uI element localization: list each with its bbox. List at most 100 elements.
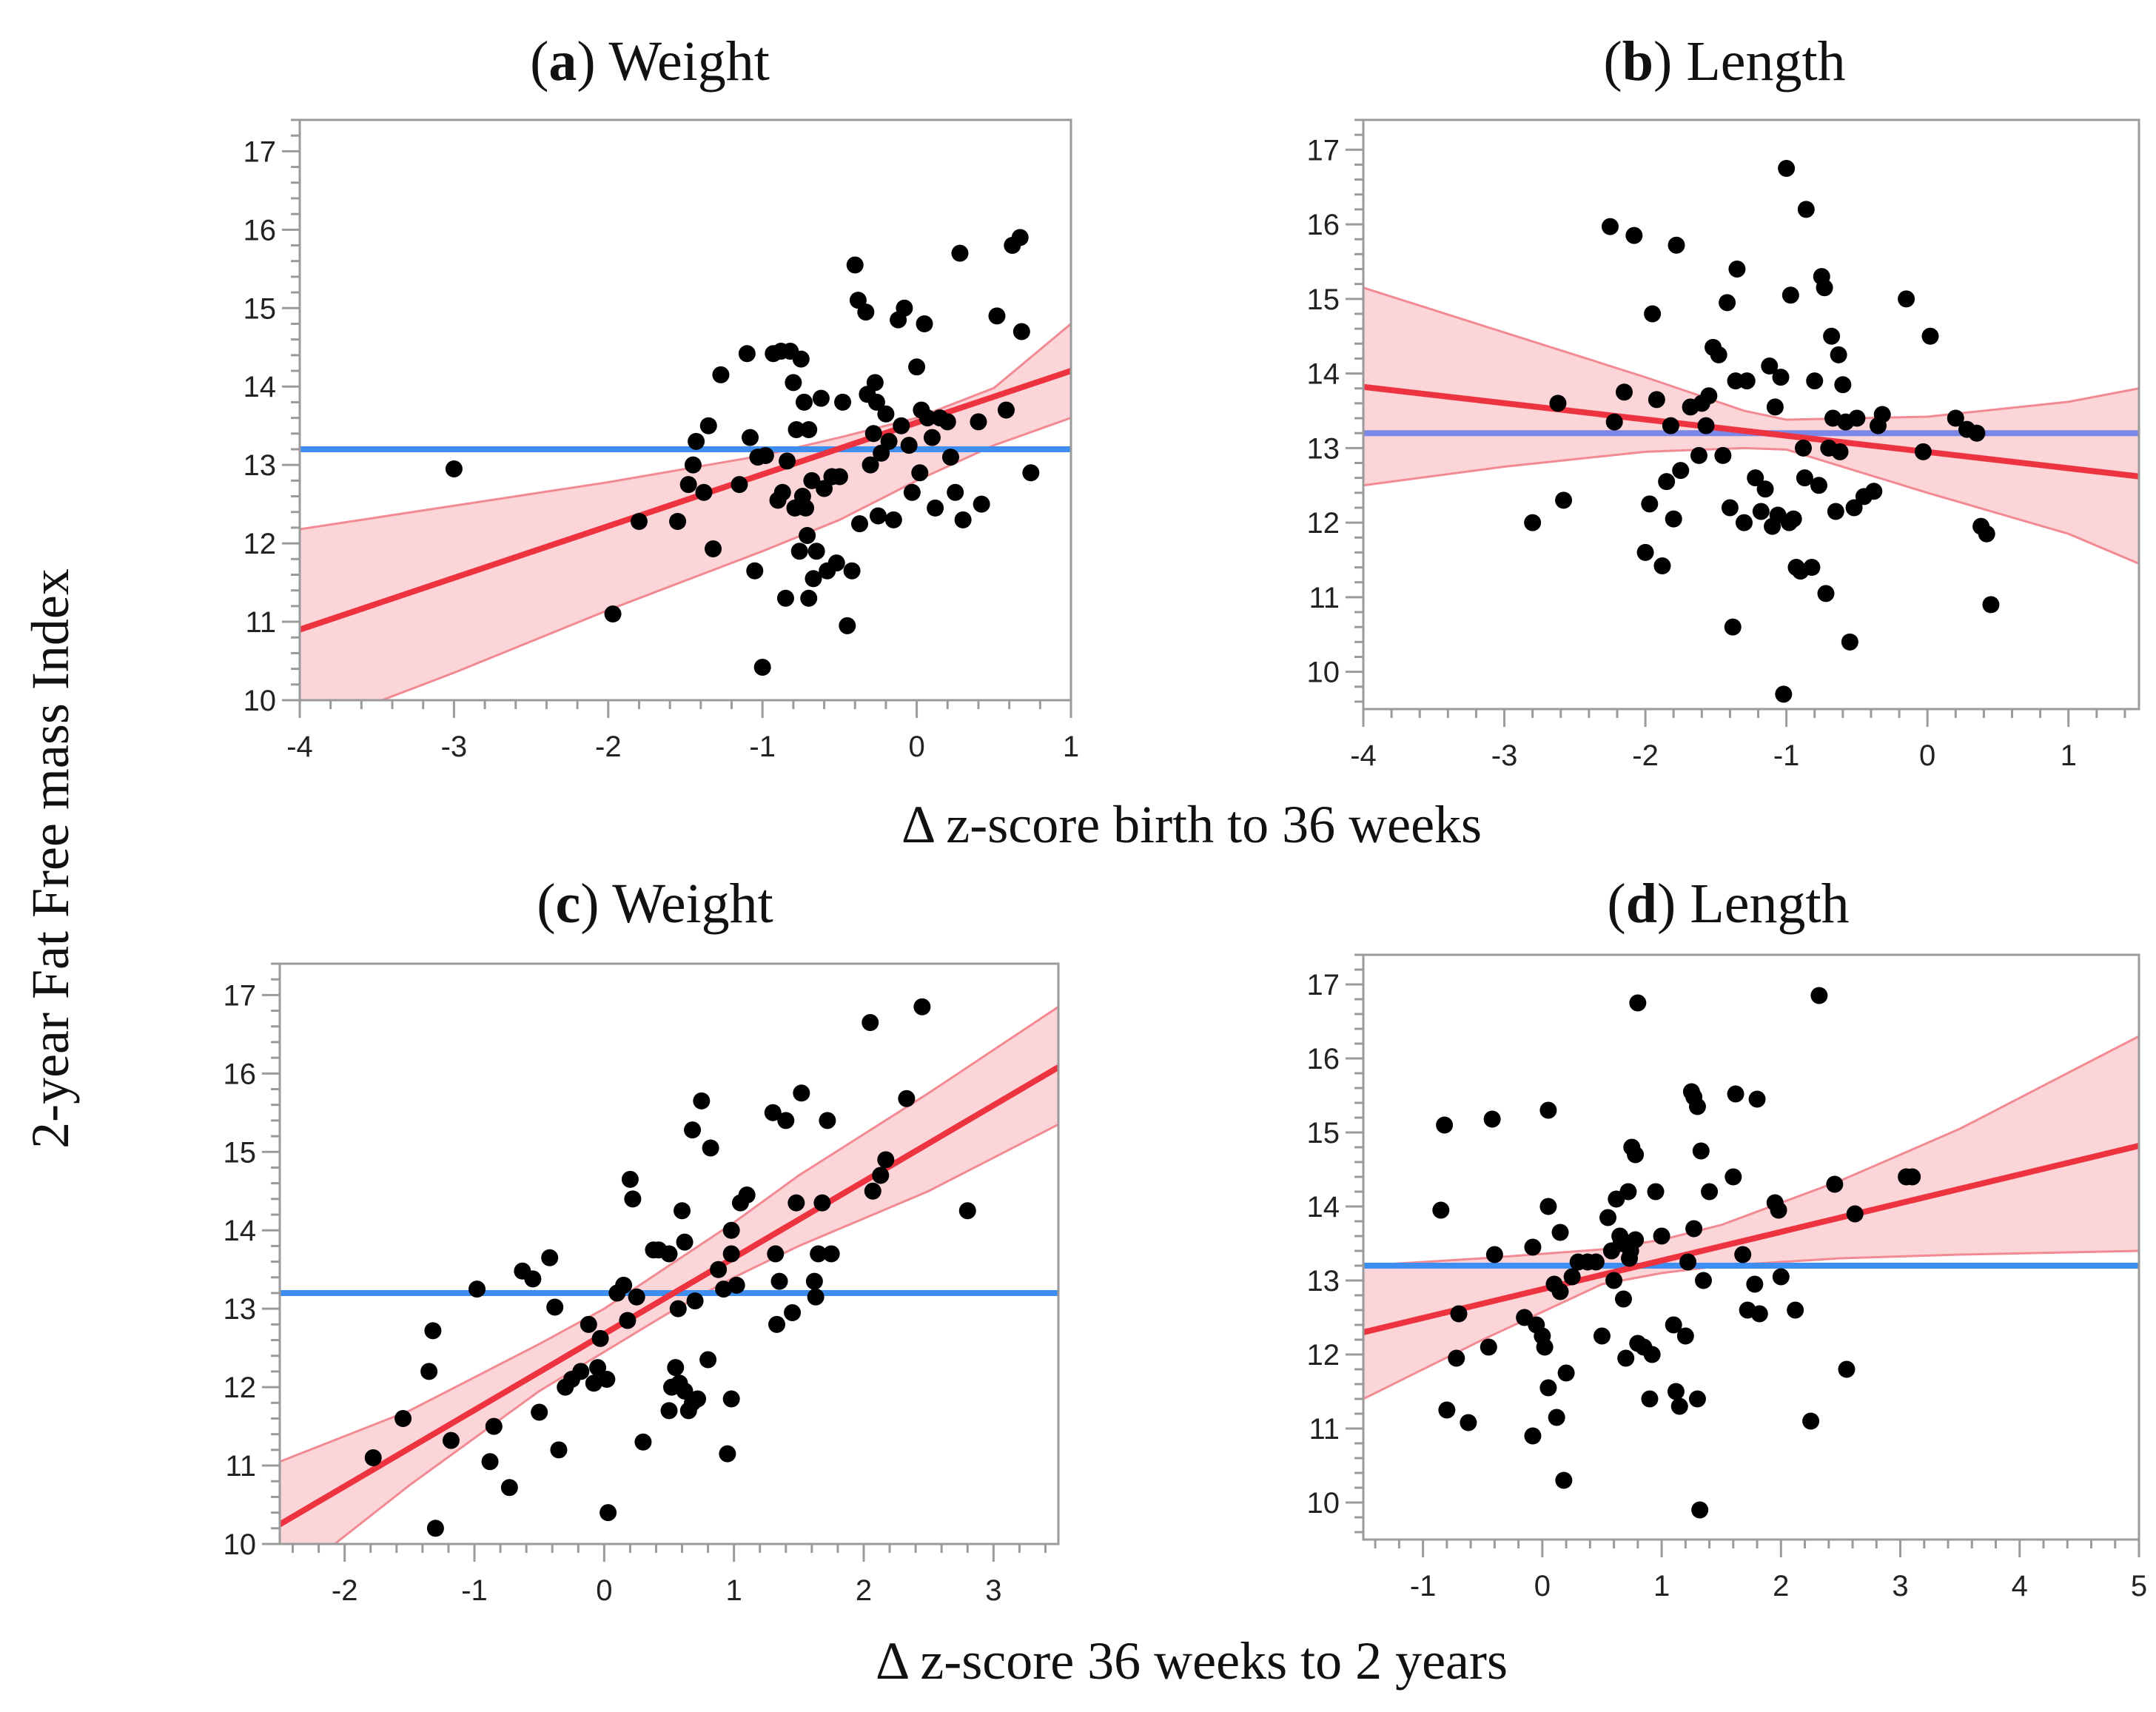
confidence-upper-line bbox=[1363, 286, 2139, 421]
data-point bbox=[722, 1390, 740, 1408]
data-point bbox=[719, 1445, 736, 1463]
data-point bbox=[728, 1276, 745, 1294]
data-point bbox=[1539, 1379, 1557, 1397]
data-point bbox=[1766, 398, 1784, 416]
y-tick-label: 16 bbox=[224, 1058, 257, 1090]
data-point bbox=[1022, 464, 1040, 482]
data-point bbox=[1653, 557, 1671, 575]
data-point bbox=[954, 511, 972, 528]
data-point bbox=[1748, 1090, 1766, 1108]
data-point bbox=[1714, 446, 1732, 464]
y-tick-label: 17 bbox=[244, 135, 277, 168]
y-tick-label: 11 bbox=[1309, 582, 1340, 614]
data-point bbox=[1725, 1168, 1742, 1186]
data-point bbox=[900, 437, 918, 454]
data-point bbox=[1747, 469, 1764, 487]
x-tick-label: 0 bbox=[1919, 739, 1935, 772]
data-point bbox=[857, 303, 875, 321]
y-tick-label: 16 bbox=[1307, 209, 1340, 241]
y-tick-label: 15 bbox=[1307, 1117, 1340, 1149]
data-point bbox=[846, 256, 864, 274]
data-point bbox=[485, 1417, 503, 1435]
data-point bbox=[615, 1276, 633, 1294]
data-point bbox=[634, 1433, 652, 1451]
data-point bbox=[621, 1170, 639, 1188]
data-point bbox=[756, 446, 774, 464]
data-point bbox=[919, 409, 936, 427]
data-point bbox=[1778, 159, 1796, 177]
data-point bbox=[830, 468, 848, 486]
data-point bbox=[973, 495, 990, 513]
data-point bbox=[1587, 1253, 1605, 1271]
data-point bbox=[442, 1431, 460, 1449]
data-point bbox=[746, 562, 764, 580]
data-point bbox=[947, 483, 964, 501]
data-point bbox=[580, 1315, 597, 1333]
data-point bbox=[1830, 346, 1847, 363]
data-point bbox=[1670, 1397, 1688, 1415]
data-point bbox=[867, 393, 885, 411]
data-point bbox=[1728, 261, 1746, 278]
data-point bbox=[896, 299, 913, 317]
data-point bbox=[604, 605, 622, 622]
data-point bbox=[807, 1288, 825, 1306]
data-point bbox=[1653, 1227, 1670, 1245]
data-point bbox=[1738, 372, 1756, 390]
data-point bbox=[1873, 406, 1891, 423]
data-point bbox=[1810, 477, 1827, 494]
data-point bbox=[864, 425, 882, 443]
data-point bbox=[1710, 346, 1727, 363]
data-point bbox=[1796, 469, 1813, 487]
data-point bbox=[864, 1182, 881, 1200]
data-point bbox=[669, 512, 687, 530]
data-point bbox=[795, 393, 813, 411]
data-point bbox=[1548, 1409, 1565, 1426]
data-point bbox=[702, 1139, 719, 1157]
y-tick-label: 15 bbox=[1307, 283, 1340, 316]
data-point bbox=[1549, 395, 1567, 412]
data-point bbox=[1826, 1175, 1844, 1193]
data-point bbox=[1619, 1183, 1637, 1201]
data-point bbox=[722, 1221, 740, 1239]
data-point bbox=[787, 420, 805, 438]
data-point bbox=[916, 315, 933, 332]
data-point bbox=[862, 456, 879, 474]
data-point bbox=[753, 659, 771, 677]
data-point bbox=[1770, 1201, 1787, 1219]
data-point bbox=[911, 464, 929, 482]
confidence-band bbox=[1363, 287, 2139, 564]
x-tick-label: -3 bbox=[1491, 739, 1518, 772]
x-tick-label: -1 bbox=[1773, 739, 1800, 772]
data-point bbox=[1012, 323, 1030, 340]
data-point bbox=[364, 1449, 382, 1466]
data-point bbox=[1460, 1414, 1477, 1431]
data-point bbox=[1752, 503, 1770, 520]
data-point bbox=[1690, 446, 1707, 464]
x-tick-label: 2 bbox=[1773, 1570, 1789, 1602]
data-point bbox=[923, 429, 941, 446]
panel-a-weight-birth-36wk: 10 11 12 13 14 15 16 17 -4 -3 -2 -1 0 1 bbox=[244, 118, 1079, 763]
data-point bbox=[1898, 290, 1915, 308]
data-point bbox=[1685, 1220, 1703, 1238]
plot-frame bbox=[298, 118, 1072, 702]
data-point bbox=[1627, 1231, 1645, 1249]
data-point bbox=[426, 1520, 444, 1537]
data-point bbox=[1644, 305, 1662, 323]
data-point bbox=[1721, 499, 1739, 517]
plot-frame bbox=[1362, 118, 2140, 711]
data-point bbox=[712, 366, 730, 383]
data-point bbox=[1593, 1327, 1611, 1345]
panel-b-title: (b) Length bbox=[1603, 30, 1845, 93]
x-tick-label: 0 bbox=[1534, 1570, 1551, 1602]
data-point bbox=[699, 417, 717, 434]
data-point bbox=[1947, 409, 1964, 427]
data-point bbox=[1524, 1427, 1542, 1445]
data-point bbox=[1978, 525, 1995, 543]
data-point bbox=[445, 460, 463, 477]
data-point bbox=[893, 417, 910, 434]
data-point bbox=[699, 1351, 717, 1369]
x-tick-label: 0 bbox=[596, 1574, 612, 1607]
data-point bbox=[1697, 417, 1715, 434]
data-point bbox=[768, 1315, 786, 1333]
